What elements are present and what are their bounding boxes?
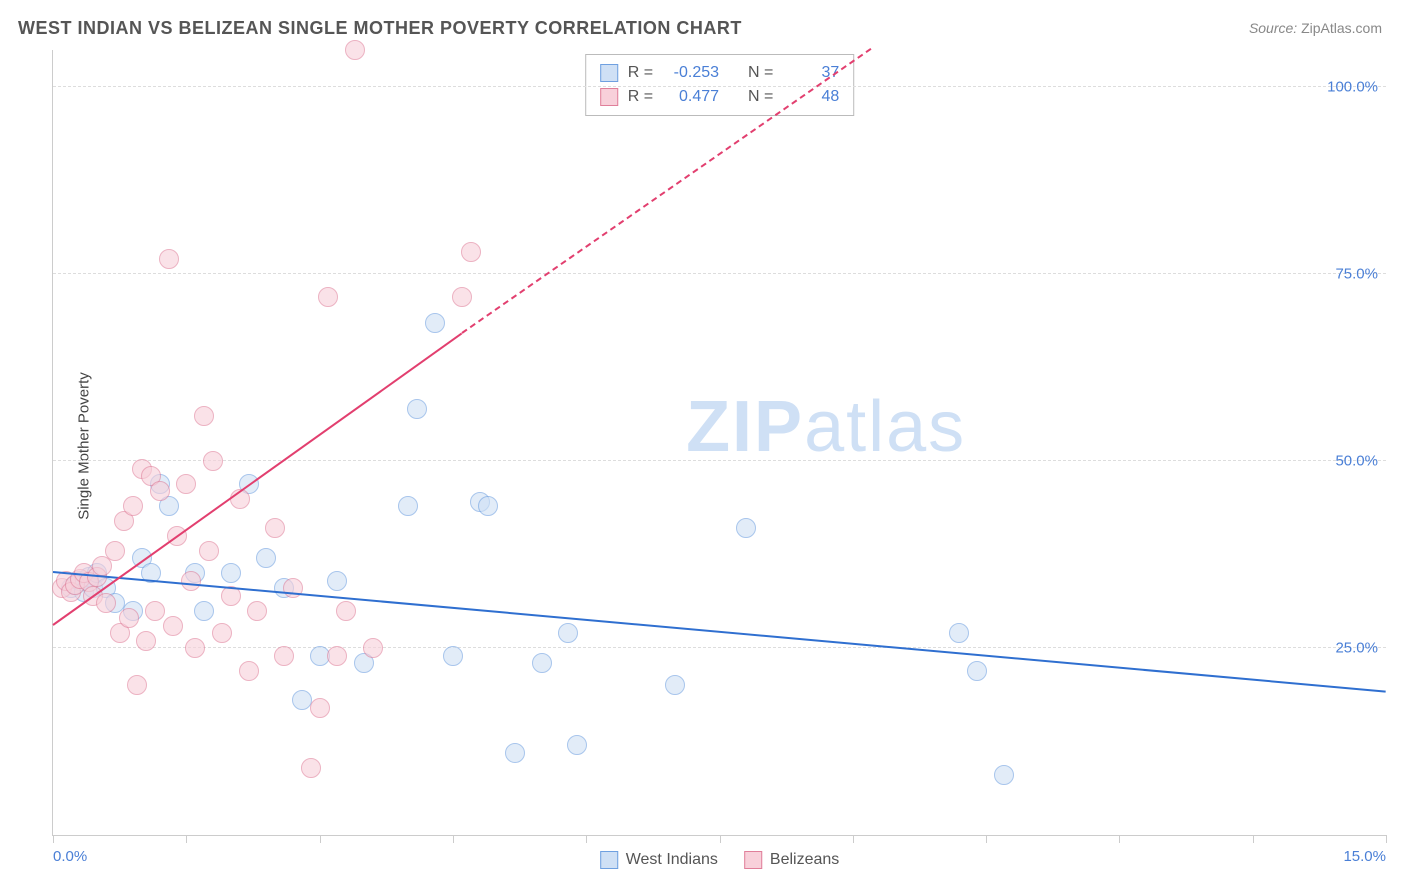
gridline <box>53 460 1386 461</box>
swatch-icon <box>600 88 618 106</box>
scatter-point <box>283 578 303 598</box>
scatter-point <box>407 399 427 419</box>
scatter-point <box>345 40 365 60</box>
scatter-point <box>558 623 578 643</box>
source-attribution: Source: ZipAtlas.com <box>1249 20 1382 36</box>
source-value: ZipAtlas.com <box>1301 20 1382 36</box>
scatter-point <box>398 496 418 516</box>
stats-row: R = -0.253 N = 37 <box>600 61 840 85</box>
y-tick-label: 25.0% <box>1335 640 1378 657</box>
r-label: R = <box>628 85 653 109</box>
scatter-point <box>443 646 463 666</box>
legend-item: West Indians <box>600 851 718 869</box>
scatter-point <box>336 601 356 621</box>
x-tick <box>320 835 321 843</box>
watermark-zip: ZIP <box>686 387 804 467</box>
n-value: 37 <box>783 61 839 85</box>
scatter-point <box>274 646 294 666</box>
scatter-point <box>203 451 223 471</box>
x-tick <box>186 835 187 843</box>
scatter-point <box>159 249 179 269</box>
watermark: ZIPatlas <box>686 386 966 468</box>
watermark-atlas: atlas <box>804 387 966 467</box>
legend-label: West Indians <box>626 851 718 869</box>
scatter-point <box>123 496 143 516</box>
x-tick <box>1119 835 1120 843</box>
x-tick <box>1253 835 1254 843</box>
scatter-point <box>119 608 139 628</box>
n-label: N = <box>748 85 773 109</box>
scatter-point <box>185 638 205 658</box>
swatch-icon <box>744 851 762 869</box>
legend-item: Belizeans <box>744 851 839 869</box>
scatter-point <box>136 631 156 651</box>
stats-row: R = 0.477 N = 48 <box>600 85 840 109</box>
scatter-point <box>96 593 116 613</box>
scatter-point <box>199 541 219 561</box>
scatter-point <box>327 646 347 666</box>
scatter-point <box>967 661 987 681</box>
x-tick-label: 15.0% <box>1343 848 1386 865</box>
r-value: -0.253 <box>663 61 719 85</box>
x-tick <box>453 835 454 843</box>
x-tick <box>853 835 854 843</box>
scatter-point <box>994 765 1014 785</box>
scatter-point <box>327 571 347 591</box>
scatter-point <box>239 661 259 681</box>
scatter-point <box>212 623 232 643</box>
y-tick-label: 100.0% <box>1327 79 1378 96</box>
scatter-point <box>194 601 214 621</box>
plot-area: ZIPatlas R = -0.253 N = 37 R = 0.477 N =… <box>52 50 1386 836</box>
scatter-point <box>105 541 125 561</box>
gridline <box>53 86 1386 87</box>
scatter-point <box>949 623 969 643</box>
x-tick <box>53 835 54 843</box>
x-tick <box>1386 835 1387 843</box>
scatter-point <box>478 496 498 516</box>
scatter-point <box>461 242 481 262</box>
scatter-point <box>247 601 267 621</box>
scatter-point <box>221 563 241 583</box>
scatter-point <box>425 313 445 333</box>
x-tick <box>986 835 987 843</box>
stats-box: R = -0.253 N = 37 R = 0.477 N = 48 <box>585 54 855 116</box>
scatter-point <box>532 653 552 673</box>
scatter-point <box>176 474 196 494</box>
source-label: Source: <box>1249 20 1297 36</box>
scatter-point <box>150 481 170 501</box>
x-tick <box>720 835 721 843</box>
gridline <box>53 647 1386 648</box>
scatter-point <box>318 287 338 307</box>
scatter-point <box>265 518 285 538</box>
gridline <box>53 273 1386 274</box>
scatter-point <box>194 406 214 426</box>
swatch-icon <box>600 851 618 869</box>
chart-container: WEST INDIAN VS BELIZEAN SINGLE MOTHER PO… <box>0 0 1406 892</box>
scatter-point <box>363 638 383 658</box>
scatter-point <box>736 518 756 538</box>
legend-label: Belizeans <box>770 851 839 869</box>
trend-line <box>52 332 462 625</box>
legend: West Indians Belizeans <box>600 851 840 869</box>
r-value: 0.477 <box>663 85 719 109</box>
scatter-point <box>163 616 183 636</box>
scatter-point <box>145 601 165 621</box>
y-tick-label: 50.0% <box>1335 453 1378 470</box>
scatter-point <box>452 287 472 307</box>
r-label: R = <box>628 61 653 85</box>
scatter-point <box>567 735 587 755</box>
scatter-point <box>505 743 525 763</box>
scatter-point <box>301 758 321 778</box>
swatch-icon <box>600 64 618 82</box>
n-label: N = <box>748 61 773 85</box>
scatter-point <box>256 548 276 568</box>
x-tick-label: 0.0% <box>53 848 87 865</box>
scatter-point <box>665 675 685 695</box>
x-tick <box>586 835 587 843</box>
scatter-point <box>127 675 147 695</box>
chart-title: WEST INDIAN VS BELIZEAN SINGLE MOTHER PO… <box>18 18 742 39</box>
scatter-point <box>181 571 201 591</box>
scatter-point <box>310 698 330 718</box>
y-tick-label: 75.0% <box>1335 266 1378 283</box>
